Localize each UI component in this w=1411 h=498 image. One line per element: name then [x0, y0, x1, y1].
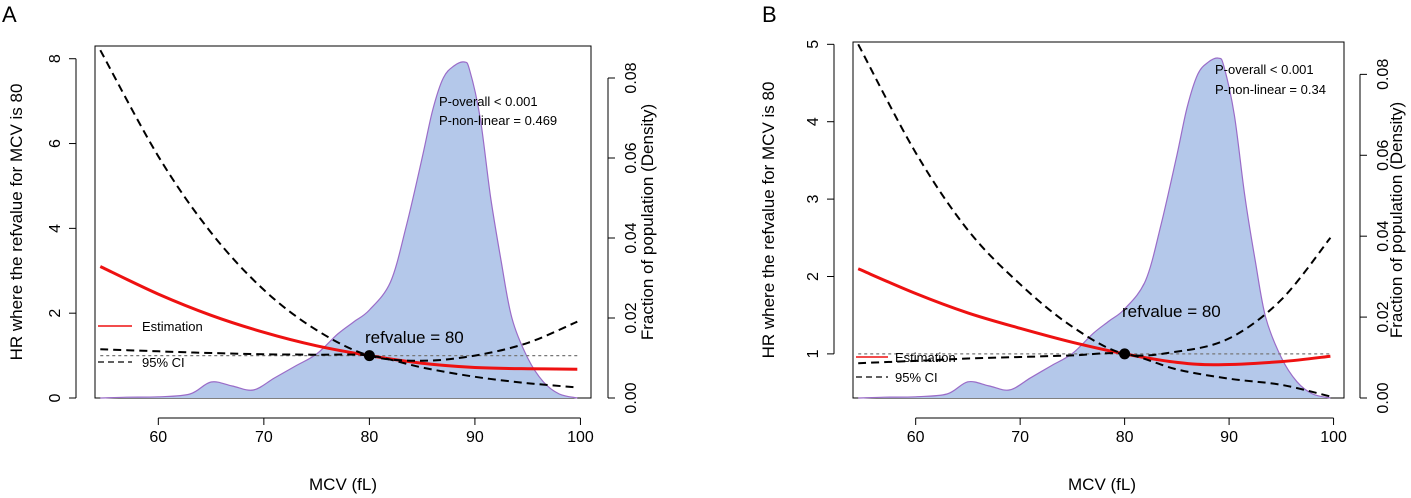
x-axis-label: MCV (fL): [1068, 475, 1136, 494]
y2-tick-label: 0.00: [1375, 382, 1392, 413]
legend-estimation-label: Estimation: [895, 350, 956, 365]
density-outline: [100, 61, 578, 399]
x-tick-label: 80: [1116, 429, 1134, 446]
legend-ci-label: 95% CI: [895, 370, 938, 385]
y-axis-label: HR where the refvalue for MCV is 80: [759, 82, 778, 359]
p-overall-text: P-overall < 0.001: [1215, 62, 1314, 77]
y2-tick-label: 0.02: [1375, 301, 1392, 332]
reference-point: [1119, 348, 1131, 360]
ref-label: refvalue = 80: [1122, 302, 1221, 321]
y-tick-label: 1: [805, 349, 822, 358]
estimation-line: [99, 265, 578, 371]
panel-b: B refvalue = 80 P-overall < 0.001 P-non-…: [759, 2, 1406, 494]
y2-tick-label: 0.08: [1375, 59, 1392, 90]
y-tick-label: 2: [805, 272, 822, 281]
series-layer: [99, 49, 578, 389]
y-tick-label: 0: [47, 393, 64, 402]
ci-upper-line: [857, 43, 1332, 357]
ci-lower-line: [858, 352, 1331, 398]
x-axis-label: MCV (fL): [309, 475, 377, 494]
density-area: [100, 61, 578, 398]
y-tick-label: 3: [805, 195, 822, 204]
y2-tick-label: 0.06: [623, 142, 640, 173]
y-tick-label: 4: [805, 117, 822, 126]
y-axis-left: 0 2 4 6 8: [47, 54, 77, 402]
density-outline: [858, 57, 1331, 399]
y2-tick-label: 0.04: [1375, 221, 1392, 252]
y2-axis-label: Fraction of population (Density): [1387, 102, 1406, 338]
y2-tick-label: 0.04: [623, 222, 640, 253]
x-tick-label: 60: [907, 429, 925, 446]
density-area: [858, 58, 1331, 399]
reference-point: [363, 350, 375, 362]
y-tick-label: 6: [47, 139, 64, 148]
y-axis-label: HR where the refvalue for MCV is 80: [7, 84, 26, 361]
panel-label: A: [2, 2, 17, 27]
y-tick-label: 5: [805, 40, 822, 49]
p-nonlinear-text: P-non-linear = 0.469: [439, 113, 557, 128]
x-axis: 60 70 80 90 100: [907, 417, 1347, 446]
density-layer: [858, 57, 1331, 399]
y2-tick-label: 0.08: [623, 62, 640, 93]
series-layer: [857, 43, 1332, 398]
p-overall-text: P-overall < 0.001: [439, 94, 538, 109]
ref-label: refvalue = 80: [365, 328, 464, 347]
x-tick-label: 90: [1220, 429, 1238, 446]
panel-a: A refvalue = 80 P-overall < 0.001 P-non-…: [2, 2, 657, 494]
y-tick-label: 2: [47, 309, 64, 318]
ci-lower-line: [100, 348, 578, 389]
panel-label: B: [762, 2, 777, 27]
density-layer: [100, 61, 578, 399]
x-tick-label: 80: [360, 429, 378, 446]
x-tick-label: 60: [149, 429, 167, 446]
legend: Estimation 95% CI: [856, 350, 956, 385]
legend-estimation-label: Estimation: [142, 319, 203, 334]
y-axis-right: 0.00 0.02 0.04 0.06 0.08: [607, 62, 640, 414]
x-tick-label: 70: [1011, 429, 1029, 446]
y2-tick-label: 0.02: [623, 302, 640, 333]
x-axis: 60 70 80 90 100: [149, 417, 594, 446]
y-axis-right: 0.00 0.02 0.04 0.06 0.08: [1359, 59, 1392, 414]
y-tick-label: 8: [47, 54, 64, 63]
y-tick-label: 4: [47, 224, 64, 233]
y-axis-left: 1 2 3 4 5: [805, 40, 835, 358]
y2-axis-label: Fraction of population (Density): [638, 104, 657, 340]
x-tick-label: 70: [255, 429, 273, 446]
legend: Estimation 95% CI: [98, 319, 203, 370]
y2-tick-label: 0.00: [623, 382, 640, 413]
x-tick-label: 100: [567, 429, 594, 446]
ci-upper-line: [99, 49, 578, 362]
y2-tick-label: 0.06: [1375, 140, 1392, 171]
x-tick-label: 100: [1320, 429, 1347, 446]
legend-ci-label: 95% CI: [142, 355, 185, 370]
p-nonlinear-text: P-non-linear = 0.34: [1215, 82, 1326, 97]
x-tick-label: 90: [466, 429, 484, 446]
estimation-line: [857, 267, 1331, 367]
